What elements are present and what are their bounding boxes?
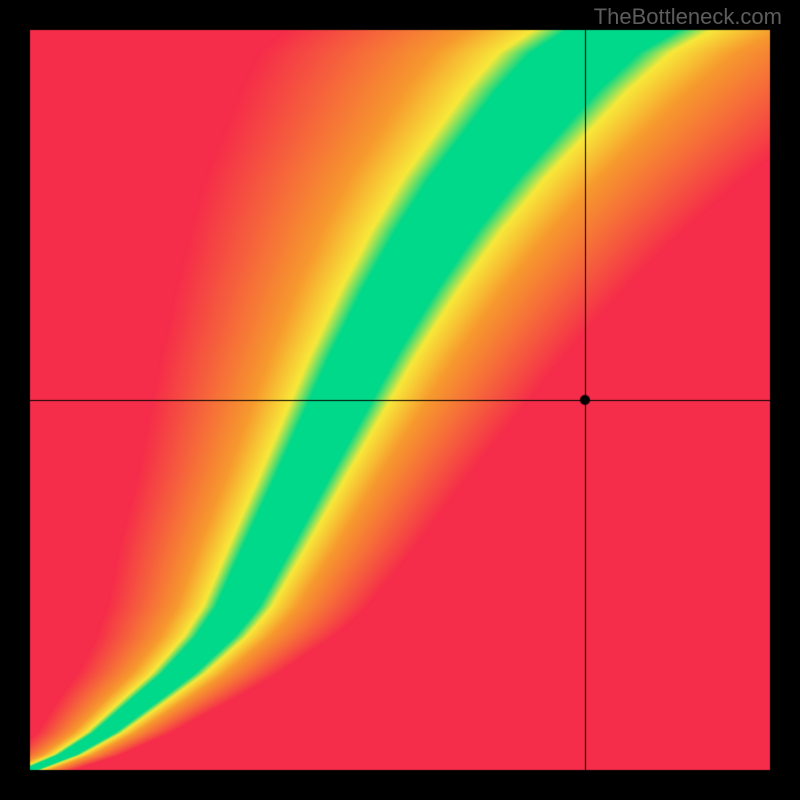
watermark-text: TheBottleneck.com xyxy=(594,4,782,30)
bottleneck-heatmap xyxy=(0,0,800,800)
chart-container: TheBottleneck.com xyxy=(0,0,800,800)
